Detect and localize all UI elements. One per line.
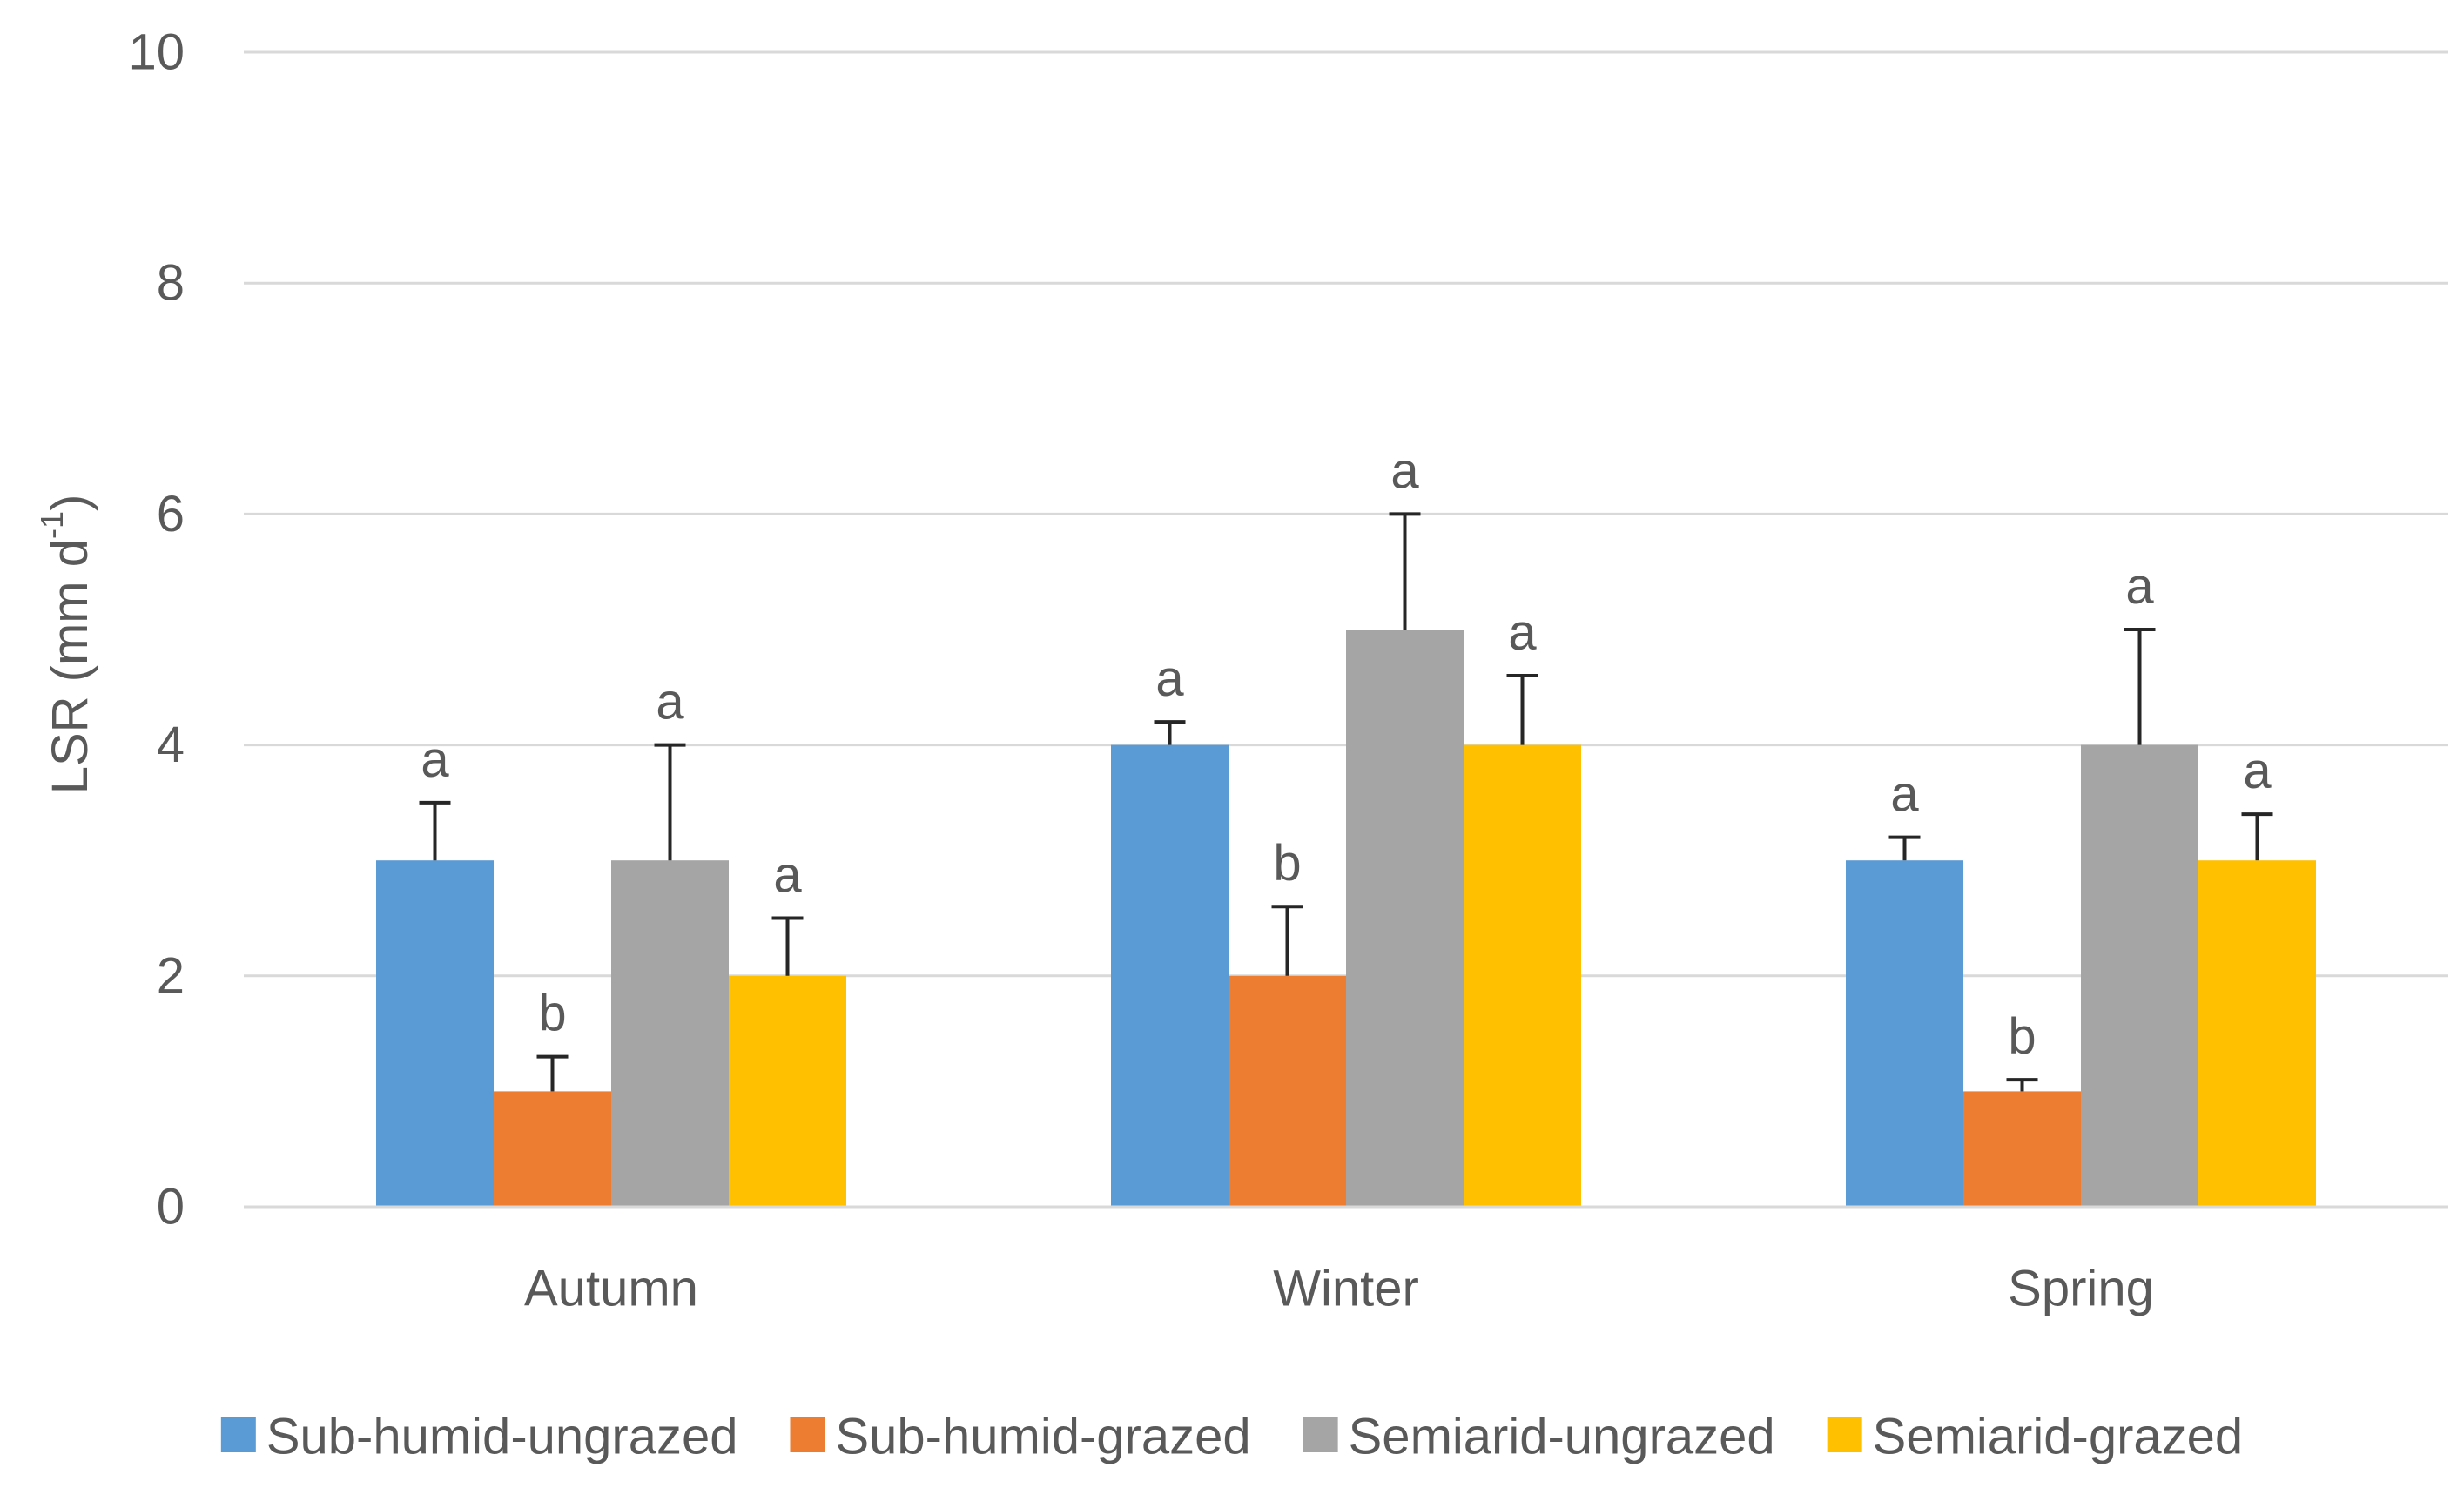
significance-letter: a [1890, 766, 1919, 823]
significance-letter: a [421, 731, 449, 788]
y-tick-label: 4 [157, 717, 185, 773]
bar [1464, 744, 1581, 1207]
y-tick-label: 2 [157, 947, 185, 1004]
significance-letter: a [2243, 743, 2272, 799]
y-tick-label: 8 [157, 255, 185, 312]
significance-letter: a [656, 674, 684, 731]
legend-swatch [220, 1417, 256, 1452]
legend-label: Semiarid-ungrazed [1349, 1409, 1775, 1465]
y-axis-label: LSR (mm d-1) [34, 495, 98, 795]
bar [1963, 1091, 2081, 1207]
legend-swatch [1303, 1417, 1338, 1452]
bar [494, 1091, 611, 1207]
y-axis-label-end: ) [42, 495, 98, 511]
y-tick-label: 0 [157, 1179, 185, 1236]
bar [1111, 744, 1229, 1207]
bar [2198, 860, 2316, 1207]
legend-label: Sub-humid-grazed [835, 1409, 1250, 1465]
bar [1846, 860, 1963, 1207]
legend-label: Semiarid-grazed [1873, 1409, 2244, 1465]
legend-label: Sub-humid-ungrazed [266, 1409, 738, 1465]
significance-letter: a [1508, 604, 1537, 661]
significance-letter: b [1273, 835, 1301, 892]
bar [729, 975, 846, 1207]
bar [611, 860, 729, 1207]
x-tick-label: Spring [2008, 1261, 2154, 1317]
significance-letter: b [2008, 1008, 2036, 1065]
y-axis-label-sup: -1 [34, 511, 70, 539]
legend-swatch [1827, 1417, 1862, 1452]
y-axis-label-main: LSR (mm d [42, 539, 98, 794]
legend-swatch [790, 1417, 825, 1452]
significance-letter: a [1155, 650, 1184, 707]
significance-letter: b [538, 986, 566, 1042]
bar [1229, 975, 1346, 1207]
bar [376, 860, 494, 1207]
y-tick-label: 6 [157, 486, 185, 542]
x-tick-label: Winter [1273, 1261, 1419, 1317]
y-tick-label: 10 [128, 24, 185, 81]
x-tick-label: Autumn [524, 1261, 698, 1317]
significance-letter: a [773, 847, 802, 904]
significance-letter: a [1390, 442, 1419, 499]
significance-letter: a [2125, 558, 2154, 615]
bar [1346, 630, 1464, 1207]
bar [2081, 744, 2198, 1207]
